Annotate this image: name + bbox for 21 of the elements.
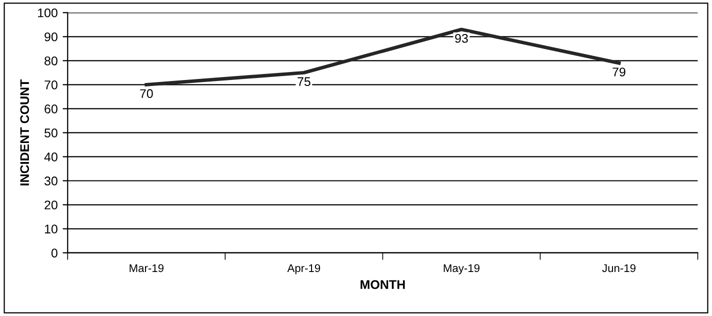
y-tick-label: 40 [44, 152, 58, 162]
y-axis-title: INCIDENT COUNT [20, 79, 30, 186]
x-tick-label: May-19 [444, 264, 480, 274]
x-tick-label: Apr-19 [287, 264, 320, 274]
y-tick-label: 60 [44, 104, 58, 114]
y-tick-label: 0 [51, 248, 58, 258]
x-tick-label: Jun-19 [602, 264, 636, 272]
data-label: 70 [140, 89, 153, 98]
data-label: 93 [455, 34, 468, 43]
x-tick-label: Mar-19 [130, 264, 164, 272]
y-tick-label: 90 [44, 32, 58, 42]
x-axis-title: MONTH [360, 280, 405, 290]
data-label: 75 [298, 77, 310, 86]
y-tick-label: 50 [44, 128, 58, 138]
y-tick-label: 80 [44, 56, 58, 66]
y-tick-label: 70 [44, 80, 58, 90]
y-tick-label: 10 [44, 224, 58, 234]
data-label: 79 [612, 68, 626, 76]
y-tick-label: 20 [44, 200, 58, 210]
y-tick-label: 30 [44, 176, 58, 186]
y-tick-label: 100 [38, 8, 58, 18]
